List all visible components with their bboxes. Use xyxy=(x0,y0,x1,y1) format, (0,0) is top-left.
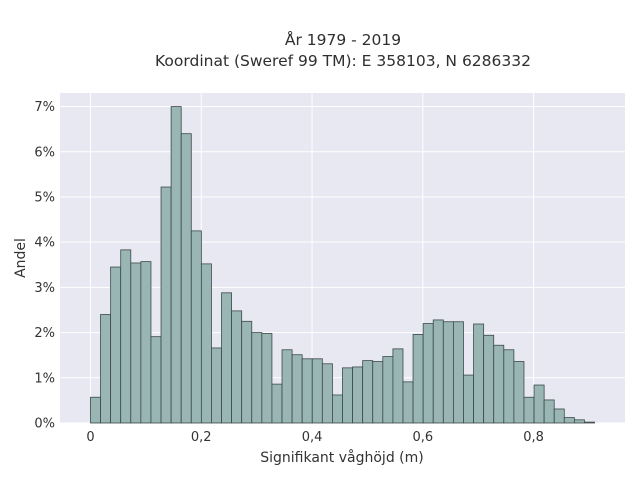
histogram-bar-20 xyxy=(291,354,303,424)
histogram-bar-1 xyxy=(100,314,112,424)
histogram-bar-10 xyxy=(190,230,202,424)
histogram-bar-9 xyxy=(180,133,192,424)
histogram-bar-17 xyxy=(261,333,273,424)
y-tick-label-3: 3% xyxy=(34,281,55,296)
histogram-bar-42 xyxy=(513,361,525,424)
histogram-bar-19 xyxy=(281,349,293,424)
y-axis-label: Andel xyxy=(13,238,29,278)
x-tick-label-3: 0,6 xyxy=(412,430,433,445)
histogram-bar-3 xyxy=(120,249,132,424)
chart-title-line-1: År 1979 - 2019 xyxy=(285,30,401,49)
histogram-bar-13 xyxy=(221,292,233,424)
x-tick-label-2: 0,4 xyxy=(302,430,323,445)
chart-title-line-2: Koordinat (Sweref 99 TM): E 358103, N 62… xyxy=(155,52,531,70)
histogram-bar-38 xyxy=(473,323,485,424)
histogram-bar-15 xyxy=(241,320,253,424)
x-axis-ticks: 0 0,2 0,4 0,6 0,8 xyxy=(86,430,544,445)
histogram-bar-12 xyxy=(211,347,222,424)
y-tick-label-6: 6% xyxy=(34,145,55,160)
histogram-bar-46 xyxy=(553,408,565,424)
histogram-bar-16 xyxy=(251,332,263,424)
histogram-bar-45 xyxy=(543,399,555,424)
histogram-bar-34 xyxy=(432,319,444,424)
x-tick-label-4: 0,8 xyxy=(523,430,544,445)
x-tick-label-1: 0,2 xyxy=(191,430,212,445)
histogram-bar-40 xyxy=(493,344,505,424)
histogram-bar-25 xyxy=(342,367,353,424)
histogram-bar-29 xyxy=(382,356,394,424)
histogram-bar-11 xyxy=(200,263,212,424)
y-tick-label-0: 0% xyxy=(34,417,55,432)
y-tick-label-4: 4% xyxy=(34,236,55,251)
x-tick-label-0: 0 xyxy=(86,430,94,445)
histogram-bar-28 xyxy=(372,361,384,424)
histogram-bar-33 xyxy=(422,323,434,424)
histogram-bar-39 xyxy=(483,334,495,424)
histogram-bar-8 xyxy=(170,106,182,424)
histogram-bar-23 xyxy=(321,363,333,424)
histogram-bar-27 xyxy=(362,360,374,424)
histogram-bar-26 xyxy=(352,366,364,424)
histogram-bar-22 xyxy=(311,358,323,424)
histogram-bar-14 xyxy=(231,310,243,424)
y-tick-label-5: 5% xyxy=(34,190,55,205)
histogram-bar-37 xyxy=(463,374,474,424)
histogram-bar-41 xyxy=(503,349,515,424)
y-axis-ticks: 0% 1% 2% 3% 4% 5% 6% 7% xyxy=(34,100,55,431)
histogram-bar-47 xyxy=(563,417,575,424)
y-tick-label-2: 2% xyxy=(34,326,55,341)
histogram-bar-4 xyxy=(130,262,142,424)
histogram-bar-36 xyxy=(452,321,464,424)
histogram-bar-6 xyxy=(150,336,162,424)
x-axis-label: Signifikant våghöjd (m) xyxy=(260,449,423,466)
histogram-bar-7 xyxy=(160,186,172,424)
y-tick-label-1: 1% xyxy=(34,371,55,386)
histogram-bar-0 xyxy=(90,396,101,424)
histogram-bar-21 xyxy=(301,358,313,424)
histogram-bar-30 xyxy=(392,348,404,424)
histogram-bar-32 xyxy=(412,333,424,424)
histogram-bar-49 xyxy=(584,421,595,424)
histogram-bar-2 xyxy=(110,266,122,424)
histogram-bar-35 xyxy=(442,321,454,424)
histogram-bar-44 xyxy=(533,384,545,424)
histogram-bars xyxy=(90,106,595,424)
histogram-bar-31 xyxy=(402,381,414,424)
histogram-bar-24 xyxy=(332,394,343,424)
y-tick-label-7: 7% xyxy=(34,100,55,115)
histogram-bar-43 xyxy=(523,396,535,424)
histogram-bar-18 xyxy=(271,383,283,424)
histogram-bar-48 xyxy=(573,419,585,424)
histogram-bar-5 xyxy=(140,261,152,424)
